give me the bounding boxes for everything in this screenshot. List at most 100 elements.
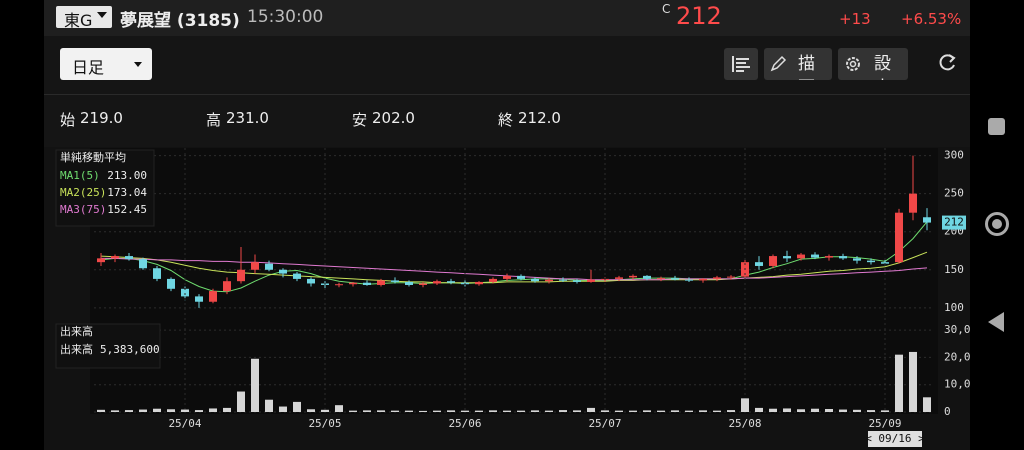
candle-body — [811, 254, 819, 258]
candle-body — [559, 279, 567, 281]
volume-bar — [475, 410, 483, 412]
period-select[interactable]: 日足 — [60, 48, 152, 80]
volume-bar — [377, 410, 385, 412]
gear-icon — [846, 57, 860, 71]
volume-bar — [279, 406, 287, 412]
candle-body — [853, 258, 861, 261]
volume-bar — [153, 408, 161, 412]
volume-bar — [503, 410, 511, 412]
candle-body — [587, 279, 595, 282]
volume-bar — [797, 409, 805, 412]
candle-body — [671, 278, 679, 280]
volume-bar — [783, 408, 791, 412]
candle-body — [685, 279, 693, 281]
market: 東G — [64, 11, 93, 30]
candle-body — [769, 256, 777, 266]
y-tick-label: 250 — [944, 187, 964, 200]
volume-bar — [489, 410, 497, 412]
cursor-date-box — [868, 431, 922, 447]
market-select[interactable]: 東G — [56, 6, 112, 30]
volume-bar — [741, 398, 749, 412]
change: +13 — [839, 10, 871, 28]
recent-button[interactable] — [988, 118, 1005, 135]
app: 東G 夢展望 (3185) 15:30:00 C 212 +13 +6.53% … — [44, 0, 970, 450]
candle-body — [713, 277, 721, 279]
candle-body — [167, 278, 175, 289]
volume-bar — [139, 409, 147, 412]
x-tick-label: 25/07 — [588, 417, 621, 430]
ma-line — [100, 221, 928, 293]
candle-body — [97, 258, 105, 263]
time: 15:30:00 — [247, 7, 324, 27]
price-flag: C — [662, 2, 671, 16]
volume-bar — [209, 408, 217, 412]
volume-bar — [223, 407, 231, 412]
candle-body — [489, 278, 497, 282]
y-tick-label: 100 — [944, 301, 964, 314]
volume-bar — [125, 410, 133, 412]
candle-body — [307, 278, 315, 284]
candle-body — [839, 256, 847, 259]
y-tick-label: 300 — [944, 149, 964, 162]
volume-bar — [881, 410, 889, 412]
volume-bar — [447, 410, 455, 412]
ohlc-value: 231.0 — [226, 109, 269, 127]
volume-bar — [685, 410, 693, 412]
volume-bar — [671, 410, 679, 412]
draw-button[interactable]: 描画 — [764, 48, 832, 80]
volume-bar — [559, 410, 567, 412]
volume-bar — [111, 410, 119, 412]
back-button[interactable] — [988, 312, 1004, 332]
last-price-box — [942, 215, 966, 230]
settings-button[interactable]: 設定 — [838, 48, 908, 80]
refresh-button[interactable] — [936, 52, 958, 74]
volume-bar — [433, 410, 441, 412]
ma-line — [101, 257, 928, 281]
volume-bar — [867, 410, 875, 412]
settings-label: 設定 — [874, 54, 891, 80]
volume-bar — [657, 410, 665, 412]
candle-body — [223, 281, 231, 292]
volume-bar — [629, 410, 637, 412]
panel-bg — [90, 148, 938, 324]
volume-bar — [293, 401, 301, 412]
candle-body — [153, 268, 161, 279]
candle-body — [657, 278, 665, 280]
ohlc-row: 始 219.0 高 231.0 安 202.0 終 212.0 — [44, 95, 970, 147]
x-tick-label: 25/04 — [168, 417, 201, 430]
candle-body — [251, 262, 259, 270]
draw-label: 描画 — [798, 54, 815, 80]
pencil-icon — [770, 55, 787, 72]
candle-body — [517, 275, 525, 279]
candle-body — [139, 259, 147, 269]
candle-body — [727, 276, 735, 278]
candle-body — [909, 193, 917, 213]
candle-body — [419, 283, 427, 285]
toolbar: 日足 描画 設定 — [44, 36, 970, 95]
price: 212 — [676, 2, 722, 30]
x-tick-label: 25/05 — [308, 417, 341, 430]
y-tick-label: 0 — [944, 405, 951, 418]
candle-body — [755, 262, 763, 266]
candle-body — [867, 260, 875, 263]
home-button[interactable] — [985, 212, 1009, 236]
indicator-button[interactable] — [724, 48, 758, 80]
ohlc-value: 212.0 — [518, 109, 561, 127]
volume-bar — [769, 408, 777, 412]
volume-bar — [811, 408, 819, 412]
candle-body — [433, 281, 441, 284]
panel-bg — [90, 322, 938, 414]
system-nav — [970, 0, 1024, 450]
candle-body — [447, 281, 455, 283]
candle-body — [195, 296, 203, 302]
candle-body — [629, 275, 637, 278]
volume-bar — [699, 410, 707, 412]
legend-title: 単純移動平均 — [60, 150, 126, 164]
candle-body — [181, 288, 189, 297]
x-tick-label: 25/06 — [448, 417, 481, 430]
candle-body — [335, 284, 343, 286]
x-tick-label: 25/09 — [868, 417, 901, 430]
volume-bar — [349, 410, 357, 412]
x-tick-label: 25/08 — [728, 417, 761, 430]
